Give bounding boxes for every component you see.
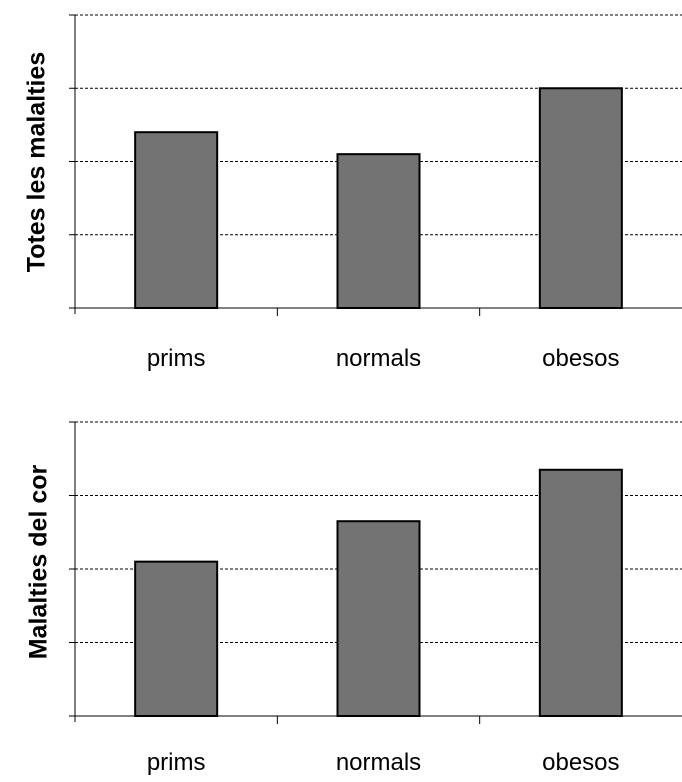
- x-tick-label: prims: [147, 345, 206, 372]
- chart-top: prims normals obesos Totes les malalties: [23, 14, 682, 372]
- y-axis-label: Totes les malalties: [23, 52, 51, 272]
- x-tick-label: prims: [147, 749, 206, 776]
- bar-normals: [336, 520, 421, 717]
- x-tick-label: obesos: [542, 749, 619, 776]
- bar-prims: [134, 560, 219, 718]
- bar-prims: [134, 131, 219, 309]
- chart-bottom: prims normals obesos Malalties del cor: [25, 421, 682, 776]
- x-tick-label: normals: [336, 345, 421, 372]
- y-axis-label: Malalties del cor: [25, 464, 53, 659]
- bar-normals: [336, 153, 421, 309]
- bar-obesos: [538, 87, 623, 309]
- x-tick-label: normals: [336, 749, 421, 776]
- x-tick-label: obesos: [542, 345, 619, 372]
- bar-obesos: [538, 468, 623, 717]
